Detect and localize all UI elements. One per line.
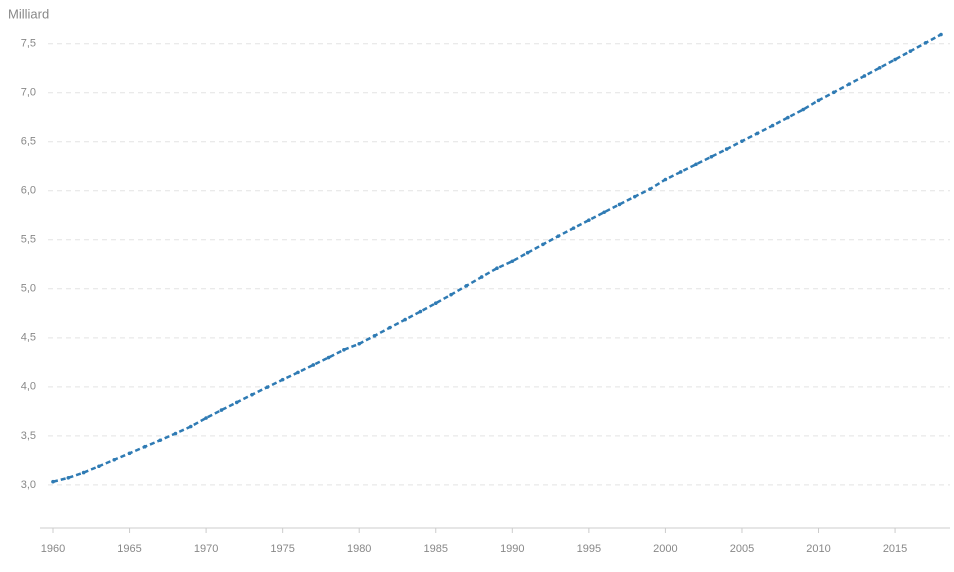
data-point [632, 194, 637, 199]
x-tick-label: 2005 [730, 543, 754, 555]
data-point [740, 139, 744, 143]
data-point [525, 250, 530, 255]
y-tick-label: 5,5 [21, 234, 36, 246]
data-point [204, 416, 208, 420]
y-tick-label: 4,5 [21, 332, 36, 344]
x-tick-label: 1960 [41, 543, 65, 555]
data-point [326, 355, 331, 360]
x-tick-label: 1995 [577, 543, 601, 555]
data-point [81, 470, 86, 475]
data-point [770, 123, 775, 128]
data-point [877, 65, 882, 70]
x-tick-label: 1970 [194, 543, 218, 555]
data-point [816, 98, 821, 103]
data-point [556, 234, 561, 238]
data-point [694, 162, 698, 167]
y-tick-label: 7,5 [21, 38, 36, 50]
data-point [158, 438, 162, 443]
data-point [250, 392, 254, 397]
y-tick-label: 4,0 [21, 381, 36, 393]
data-point [923, 41, 928, 45]
data-point [127, 451, 132, 456]
data-point [678, 170, 683, 174]
data-point [296, 370, 300, 375]
data-point [342, 347, 346, 352]
data-point [510, 259, 515, 264]
data-point [755, 131, 760, 136]
data-point [571, 226, 576, 230]
data-point [143, 444, 147, 449]
data-line [52, 33, 942, 483]
data-point [449, 292, 453, 297]
x-tick-label: 1965 [117, 543, 141, 555]
data-point [832, 90, 836, 95]
y-tick-label: 3,5 [21, 430, 36, 442]
data-point [173, 431, 178, 436]
y-tick-label: 6,5 [21, 136, 36, 148]
data-point [648, 187, 652, 191]
data-point [893, 57, 897, 62]
data-point [541, 242, 545, 247]
y-axis-label: Milliard [8, 6, 49, 21]
data-point [464, 284, 469, 288]
data-point [372, 334, 377, 338]
x-tick-label: 1975 [270, 543, 294, 555]
data-point [939, 32, 943, 37]
data-point [112, 457, 117, 462]
data-point [862, 74, 867, 78]
data-point [847, 82, 851, 86]
data-point [433, 301, 438, 306]
y-tick-label: 7,0 [21, 87, 36, 99]
data-point [786, 115, 790, 120]
data-point [265, 385, 270, 389]
data-point [403, 317, 407, 322]
x-tick-label: 2000 [653, 543, 677, 555]
data-point [709, 154, 714, 159]
data-point [66, 476, 71, 480]
y-tick-label: 3,0 [21, 479, 36, 491]
data-point [724, 147, 729, 151]
data-point [97, 464, 101, 469]
x-tick-label: 2015 [883, 543, 907, 555]
data-point [311, 363, 316, 367]
data-point [663, 177, 668, 182]
x-tick-label: 1985 [424, 543, 448, 555]
x-tick-label: 2010 [806, 543, 830, 555]
data-point [357, 341, 362, 346]
data-point [908, 49, 913, 53]
data-point [388, 325, 392, 330]
y-tick-label: 6,0 [21, 185, 36, 197]
data-point [188, 424, 193, 429]
x-tick-label: 1980 [347, 543, 371, 555]
data-point [219, 408, 224, 412]
data-point [801, 107, 806, 112]
data-point [602, 210, 606, 215]
x-tick-label: 1990 [500, 543, 524, 555]
data-point [495, 266, 499, 271]
y-tick-label: 5,0 [21, 283, 36, 295]
data-point [479, 275, 484, 279]
data-point [587, 218, 591, 222]
data-point [280, 377, 285, 382]
data-point [51, 479, 55, 484]
data-point [418, 309, 423, 314]
data-point [234, 400, 239, 405]
data-point [617, 202, 622, 207]
